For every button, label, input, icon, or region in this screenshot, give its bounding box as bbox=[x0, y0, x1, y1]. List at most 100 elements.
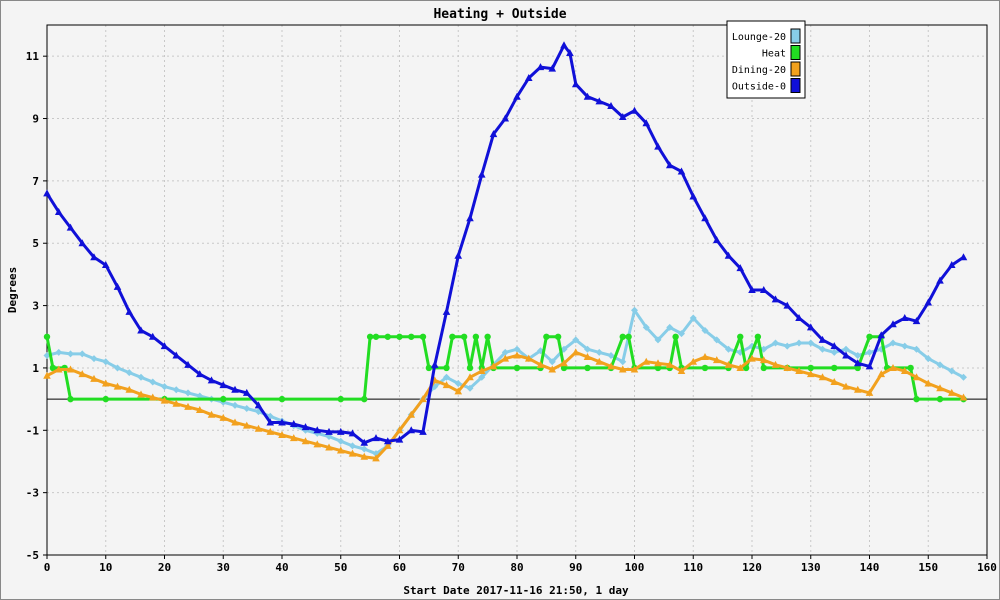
data-point bbox=[425, 364, 433, 372]
data-point bbox=[524, 74, 533, 81]
data-point bbox=[67, 350, 74, 358]
x-tick-label: 160 bbox=[977, 561, 997, 574]
data-point bbox=[513, 364, 521, 372]
data-point bbox=[466, 364, 474, 372]
legend-label: Heat bbox=[762, 49, 786, 60]
data-point bbox=[701, 214, 709, 222]
data-point bbox=[66, 365, 75, 373]
data-point bbox=[924, 355, 932, 363]
data-point bbox=[478, 373, 486, 381]
data-point bbox=[948, 367, 956, 375]
data-point bbox=[830, 348, 838, 356]
data-point bbox=[819, 345, 826, 353]
data-point bbox=[853, 359, 862, 367]
data-point bbox=[595, 348, 603, 356]
data-point bbox=[630, 365, 639, 373]
data-point bbox=[947, 388, 956, 396]
data-point bbox=[78, 370, 87, 378]
data-point bbox=[607, 102, 615, 110]
data-point bbox=[818, 335, 827, 343]
data-point bbox=[184, 402, 192, 410]
chart-title: Heating + Outside bbox=[433, 7, 566, 22]
x-tick-label: 0 bbox=[44, 561, 51, 574]
data-point bbox=[325, 443, 333, 451]
data-point bbox=[442, 307, 451, 315]
data-point bbox=[419, 333, 427, 340]
y-tick-label: 1 bbox=[32, 362, 39, 375]
data-point bbox=[618, 112, 627, 120]
data-point bbox=[853, 385, 862, 393]
data-point bbox=[760, 364, 767, 372]
data-point bbox=[408, 333, 415, 340]
x-tick-label: 130 bbox=[801, 561, 821, 574]
data-point bbox=[172, 351, 181, 359]
y-tick-label: -3 bbox=[26, 487, 39, 500]
data-point bbox=[361, 395, 368, 403]
data-point bbox=[242, 388, 251, 396]
data-point bbox=[654, 359, 662, 367]
data-point bbox=[748, 354, 756, 362]
data-point bbox=[842, 382, 850, 390]
data-point bbox=[795, 339, 803, 347]
data-point bbox=[278, 430, 286, 438]
data-point bbox=[912, 317, 921, 325]
data-point bbox=[172, 386, 180, 394]
data-point bbox=[254, 401, 263, 409]
data-point bbox=[101, 379, 110, 387]
data-point bbox=[489, 362, 498, 370]
data-point bbox=[924, 379, 933, 387]
data-point bbox=[772, 339, 779, 347]
data-point bbox=[337, 395, 344, 403]
data-point bbox=[901, 342, 909, 350]
data-point bbox=[795, 367, 803, 375]
x-tick-label: 120 bbox=[742, 561, 762, 574]
data-point bbox=[449, 333, 456, 340]
data-point bbox=[67, 395, 74, 403]
data-point bbox=[278, 395, 286, 403]
data-point bbox=[54, 208, 63, 216]
data-point bbox=[101, 261, 110, 269]
data-point bbox=[184, 389, 192, 397]
data-point bbox=[642, 323, 650, 331]
legend-label: Dining-20 bbox=[732, 65, 786, 76]
data-point bbox=[148, 332, 157, 340]
data-point bbox=[595, 97, 604, 105]
data-point bbox=[336, 427, 345, 435]
data-point bbox=[907, 364, 914, 372]
data-point bbox=[102, 358, 110, 366]
data-point bbox=[336, 446, 345, 454]
x-tick-label: 70 bbox=[452, 561, 465, 574]
y-tick-label: 9 bbox=[32, 113, 39, 126]
data-point bbox=[348, 449, 357, 457]
data-point bbox=[889, 363, 897, 371]
data-point bbox=[231, 401, 239, 409]
data-point bbox=[49, 364, 57, 372]
data-point bbox=[242, 421, 251, 429]
data-point bbox=[560, 364, 568, 372]
data-point bbox=[583, 92, 592, 100]
data-point bbox=[630, 106, 639, 114]
data-point bbox=[913, 395, 920, 403]
series-outside-0 bbox=[43, 41, 968, 446]
data-point bbox=[90, 253, 98, 261]
data-point bbox=[583, 353, 592, 361]
data-point bbox=[254, 424, 263, 432]
data-point bbox=[842, 351, 850, 359]
data-point bbox=[936, 276, 944, 284]
data-point bbox=[484, 333, 491, 340]
data-point bbox=[642, 357, 651, 365]
data-point bbox=[889, 339, 897, 347]
data-point bbox=[924, 298, 933, 306]
data-point bbox=[960, 373, 967, 381]
data-point bbox=[360, 438, 369, 446]
data-point bbox=[43, 333, 51, 340]
data-point bbox=[665, 360, 674, 368]
data-point bbox=[654, 142, 662, 150]
legend-label: Lounge-20 bbox=[732, 32, 786, 43]
data-point bbox=[125, 385, 134, 393]
data-point bbox=[806, 370, 815, 378]
data-point bbox=[220, 395, 227, 403]
x-tick-label: 110 bbox=[683, 561, 703, 574]
data-point bbox=[642, 119, 651, 127]
x-axis-label: Start Date 2017-11-16 21:50, 1 day bbox=[403, 584, 629, 597]
